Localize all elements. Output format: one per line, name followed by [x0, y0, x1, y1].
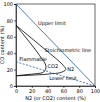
series-line	[16, 4, 95, 86]
tick: 80	[7, 18, 16, 24]
tick-label: 20	[29, 88, 35, 94]
tick-label: 40	[45, 88, 51, 94]
y-axis: 0 20 40 60 80 100	[3, 1, 16, 89]
tick: 60	[61, 86, 67, 94]
tick-label: 60	[7, 34, 13, 40]
labels: N2 CO2 Upper limit Stoichiometric line Lower…	[19, 20, 91, 81]
y-axis-title: CO content (%)	[0, 26, 5, 64]
series-line	[16, 62, 95, 86]
series-line	[16, 25, 46, 75]
tick: 40	[45, 86, 51, 94]
tick-label: 0	[10, 83, 13, 89]
tick: 80	[77, 86, 83, 94]
plot-frame	[16, 4, 95, 86]
tick-label: 80	[7, 18, 13, 24]
tick-label: 40	[7, 50, 13, 56]
plot-area	[16, 4, 95, 86]
tick-label: 100	[91, 88, 100, 94]
series-label: N2	[67, 66, 74, 72]
tick: 40	[7, 50, 16, 56]
annotation: Upper limit	[38, 20, 66, 27]
tick: 100	[3, 1, 16, 7]
tick: 20	[29, 86, 35, 94]
annotation: Stoichiometric line	[44, 47, 91, 53]
chart: 0 20 40 60 80 100 0 20 40 60 80 100 N2 CO2 Upper limit…	[0, 0, 100, 102]
x-axis: 0 20 40 60 80 100	[15, 86, 100, 94]
tick-label: 80	[77, 88, 83, 94]
tick-label: 20	[7, 67, 13, 73]
tick-label: 60	[61, 88, 67, 94]
tick: 100	[91, 86, 100, 94]
tick-label: 100	[3, 1, 13, 7]
x-axis-title: N2 (or CO2) content (%)	[25, 95, 86, 101]
tick-label: 0	[15, 88, 18, 94]
tick: 0	[15, 86, 18, 94]
series-label: CO2	[48, 63, 59, 69]
tick: 0	[10, 83, 16, 89]
annotation: Flammable	[19, 56, 47, 62]
annotation: Lower limit	[49, 75, 77, 81]
tick: 20	[7, 67, 16, 73]
tick: 60	[7, 34, 16, 40]
